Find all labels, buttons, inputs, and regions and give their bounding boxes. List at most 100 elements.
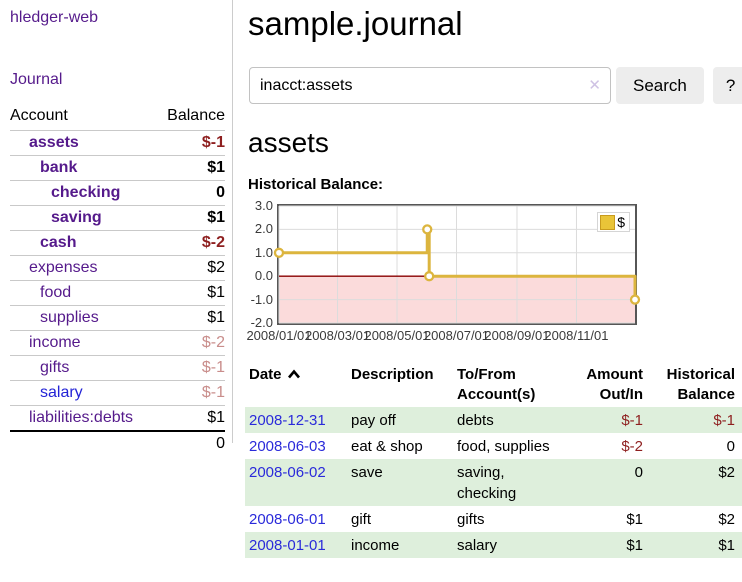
x-axis-tick-label: 2008/09/01 <box>484 328 550 343</box>
register-row: 2008-01-01 income salary $1 $1 <box>245 532 742 558</box>
account-link[interactable]: supplies <box>40 309 99 326</box>
account-link[interactable]: income <box>29 334 81 351</box>
transaction-description-cell: pay off <box>351 412 396 429</box>
date-column-header[interactable]: Date <box>245 363 351 407</box>
register-table: Date Description To/From Account(s) Amou… <box>245 363 742 558</box>
transaction-date-link[interactable]: 2008-01-01 <box>249 537 326 554</box>
account-balance: $1 <box>156 280 225 306</box>
transaction-amount-cell: $1 <box>626 537 643 554</box>
transaction-date-cell: 2008-06-02 <box>245 459 351 506</box>
account-link[interactable]: bank <box>40 159 78 176</box>
account-row: liabilities:debts $1 <box>10 405 225 431</box>
transaction-description-cell: save <box>351 464 383 481</box>
chart-canvas <box>273 205 641 324</box>
balance-chart: $ 3.0 2.0 1.0 0.0 -1.0 -2.0 2008/01/01 2008/03/… <box>245 198 742 349</box>
page-title: sample.journal <box>248 5 463 42</box>
account-link[interactable]: checking <box>51 184 121 201</box>
account-balance: $1 <box>156 155 225 181</box>
search-button[interactable]: Search <box>616 67 704 104</box>
total-row: 0 <box>10 430 225 456</box>
account-balance: $-2 <box>156 330 225 356</box>
account-link[interactable]: salary <box>40 384 83 401</box>
transaction-amount-cell: $-1 <box>621 412 643 429</box>
balance-column-header: Historical Balance <box>666 366 735 403</box>
balance-column-header: Balance <box>167 107 225 124</box>
transaction-date-link[interactable]: 2008-12-31 <box>249 412 326 429</box>
transaction-date-link[interactable]: 2008-06-01 <box>249 511 326 528</box>
transaction-description-cell: income <box>351 537 400 554</box>
transaction-accounts-cell: debts <box>457 412 494 429</box>
x-axis-tick-label: 2008/07/01 <box>423 328 490 343</box>
account-link[interactable]: gifts <box>40 359 70 376</box>
x-axis-tick-label: 2008/03/01 <box>304 328 371 343</box>
register-row: 2008-06-03 eat & shop food, supplies $-2 0 <box>245 433 742 459</box>
legend-label: $ <box>617 214 625 230</box>
account-row: bank $1 <box>10 155 225 181</box>
transaction-date-cell: 2008-06-03 <box>245 433 351 459</box>
account-balance: $-1 <box>156 380 225 406</box>
account-row: cash $-2 <box>10 230 225 256</box>
x-axis-tick-label: 2008/05/01 <box>364 328 430 343</box>
transaction-accounts-cell: gifts <box>457 511 485 528</box>
account-link[interactable]: food <box>40 284 72 301</box>
transaction-balance-cell: $2 <box>718 464 735 481</box>
account-link[interactable]: liabilities:debts <box>29 409 134 426</box>
account-balance: $2 <box>156 255 225 281</box>
transaction-accounts-cell: food, supplies <box>457 438 550 455</box>
register-row: 2008-06-02 save saving, checking 0 $2 <box>245 459 742 506</box>
account-row: salary $-1 <box>10 380 225 406</box>
account-link[interactable]: saving <box>51 209 102 226</box>
account-heading: assets <box>248 127 329 158</box>
sidebar-item-journal[interactable]: Journal <box>10 71 63 88</box>
account-row: assets $-1 <box>10 130 225 156</box>
register-table-body: 2008-12-31 pay off debts $-1 $-1 2008-06-03 ea… <box>245 407 742 558</box>
transaction-balance-cell: $1 <box>718 537 735 554</box>
transaction-balance-cell: $-1 <box>713 412 735 429</box>
account-row: supplies $1 <box>10 305 225 331</box>
y-axis-tick-label: -2.0 <box>250 315 273 330</box>
account-row: expenses $2 <box>10 255 225 281</box>
account-link[interactable]: cash <box>40 234 77 251</box>
transaction-description-cell: gift <box>351 511 372 528</box>
account-link[interactable]: assets <box>29 134 79 151</box>
x-axis-tick-label: 2008/01/01 <box>246 328 312 343</box>
search-input-wrapper: ✕ <box>249 67 611 104</box>
transaction-description-cell: eat & shop <box>351 438 423 455</box>
account-row: gifts $-1 <box>10 355 225 381</box>
brand-link[interactable]: hledger-web <box>10 9 99 26</box>
sidebar: hledger-web Journal Account Balance asse… <box>0 0 233 456</box>
account-link[interactable]: expenses <box>29 259 98 276</box>
accounts-column-header: To/From Account(s) <box>457 366 536 403</box>
y-axis-tick-label: 3.0 <box>254 198 273 213</box>
transaction-date-cell: 2008-06-01 <box>245 506 351 532</box>
y-axis-tick-label: 0.0 <box>254 268 273 284</box>
account-row: checking 0 <box>10 180 225 206</box>
y-axis-tick-label: 1.0 <box>254 244 273 260</box>
description-column-header: Description <box>351 366 434 383</box>
accounts-column-header: Account <box>10 107 68 124</box>
x-axis-tick-label: 2008/11/01 <box>544 328 609 343</box>
transaction-accounts-cell: salary <box>457 537 498 554</box>
account-balance: $1 <box>156 405 225 431</box>
help-button[interactable]: ? <box>712 67 742 104</box>
transaction-amount-cell: 0 <box>634 464 643 481</box>
search-input[interactable] <box>249 67 611 104</box>
transaction-accounts-cell: saving, checking <box>457 464 517 502</box>
clear-search-icon[interactable]: ✕ <box>588 77 601 94</box>
account-balance: $-1 <box>156 355 225 381</box>
amount-column-header: Amount Out/In <box>586 366 643 403</box>
transaction-balance-cell: 0 <box>726 438 735 455</box>
transaction-date-cell: 2008-12-31 <box>245 407 351 433</box>
account-balance: $-2 <box>156 230 225 256</box>
account-row: income $-2 <box>10 330 225 356</box>
account-row: saving $1 <box>10 205 225 231</box>
transaction-date-link[interactable]: 2008-06-03 <box>249 438 326 455</box>
transaction-date-link[interactable]: 2008-06-02 <box>249 464 326 481</box>
account-row: food $1 <box>10 280 225 306</box>
accounts-table: Account Balance assets $-1 bank $1 checking 0… <box>10 104 225 456</box>
transaction-date-cell: 2008-01-01 <box>245 532 351 558</box>
register-row: 2008-06-01 gift gifts $1 $2 <box>245 506 742 532</box>
y-axis-tick-label: 2.0 <box>254 221 273 237</box>
transaction-amount-cell: $-2 <box>621 438 643 455</box>
account-balance: 0 <box>156 180 225 206</box>
